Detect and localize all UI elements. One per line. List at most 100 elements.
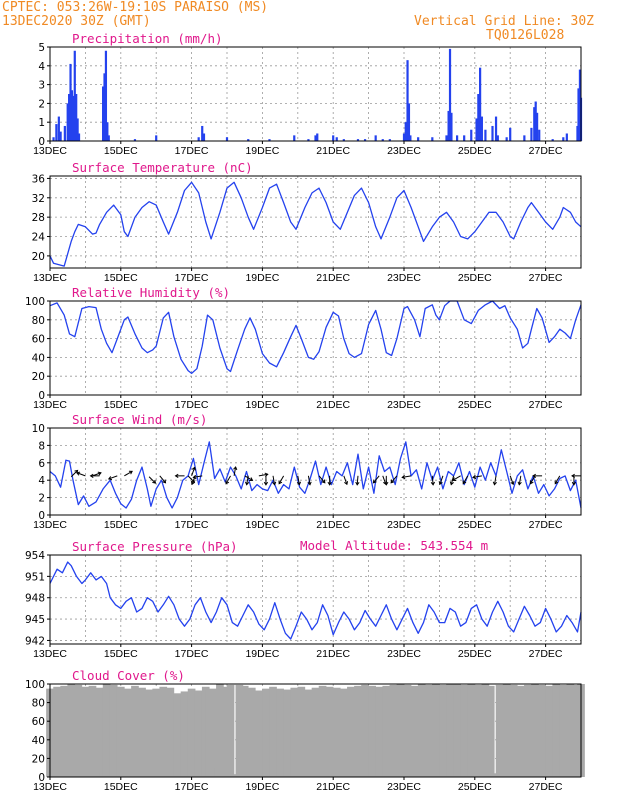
cloud-bar <box>389 684 398 777</box>
humidity-xtick-label: 25DEC <box>458 399 492 411</box>
wind-arrow-head <box>296 481 302 486</box>
temperature-title: Surface Temperature (nC) <box>72 160 253 175</box>
temperature-ytick-label: 36 <box>32 173 46 185</box>
humidity-panel: 0 20 40 60 80 100 13DEC 15DEC 17DEC 19DEC 21DEC 23D… <box>25 285 582 411</box>
wind-arrow <box>244 475 254 481</box>
wind-arrow <box>438 475 444 486</box>
humidity-xtick-label: 17DEC <box>175 399 209 411</box>
wind-arrow-shaft <box>76 472 86 477</box>
wind-arrow-head <box>452 477 457 481</box>
precipitation-ytick-label: 4 <box>38 61 45 73</box>
precip-bar <box>201 125 204 141</box>
wind-arrow <box>92 471 102 477</box>
cloud-bar <box>173 693 182 777</box>
wind-arrow-shaft <box>554 475 561 484</box>
wind-arrow-head <box>128 470 133 475</box>
precip-bar <box>509 127 512 141</box>
wind-arrow-head <box>263 481 269 486</box>
pressure-xtick-label: 19DEC <box>245 648 279 660</box>
precip-bar <box>577 88 580 141</box>
pressure-frame <box>49 554 582 645</box>
cloud-bar <box>88 685 97 777</box>
cloud-bar <box>318 685 327 777</box>
precip-bar <box>381 139 384 141</box>
wind-arrow <box>327 475 332 486</box>
precip-bar <box>102 86 105 141</box>
cloud-cover-xtick-label: 27DEC <box>529 781 563 793</box>
temperature-ytick-label: 20 <box>32 251 45 263</box>
precipitation-xtick-label: 23DEC <box>387 145 421 157</box>
precip-bar <box>77 133 81 141</box>
wind-arrow <box>278 475 285 485</box>
wind-xtick-label: 27DEC <box>529 519 563 531</box>
pressure-xtick-label: 17DEC <box>175 648 209 660</box>
wind-arrow-head <box>190 481 195 486</box>
cloud-bar <box>486 685 495 777</box>
cloud-bar <box>538 684 546 777</box>
precip-bar <box>538 129 541 141</box>
wind-arrow <box>390 475 398 484</box>
cloud-bar <box>269 686 277 777</box>
wind-arrow-head <box>76 471 81 476</box>
cloud-bar <box>138 687 146 777</box>
cloud-bar <box>304 689 313 777</box>
precip-bar <box>316 133 319 141</box>
humidity-ytick-label: 60 <box>32 334 45 346</box>
humidity-xtick-label: 21DEC <box>316 399 350 411</box>
wind-arrow-head <box>327 481 332 486</box>
wind-arrow-head <box>510 481 515 486</box>
precip-bar <box>374 135 377 141</box>
cloud-bar <box>509 684 518 777</box>
precip-bar <box>104 50 108 142</box>
temperature-xtick-label: 13DEC <box>33 272 67 284</box>
cloud-bar <box>403 684 412 777</box>
wind-arrow-head <box>492 481 498 486</box>
cloud-bar <box>481 684 490 777</box>
cloud-bar <box>453 684 461 777</box>
precip-bar <box>73 50 76 142</box>
cloud-bar <box>216 684 224 777</box>
pressure-series-line <box>49 561 582 640</box>
wind-arrow-head <box>571 473 575 478</box>
humidity-xtick-label: 19DEC <box>245 399 279 411</box>
wind-arrow-shaft <box>297 475 300 485</box>
wind-arrow <box>532 473 543 478</box>
cloud-bar <box>290 687 299 777</box>
wind-xtick-label: 23DEC <box>387 519 421 531</box>
cloud-bar <box>467 684 476 777</box>
precipitation-xtick-label: 27DEC <box>529 145 563 157</box>
precip-bar <box>155 135 158 141</box>
wind-arrow <box>233 466 238 476</box>
wind-arrow-head <box>89 473 94 478</box>
wind-arrow <box>263 475 269 486</box>
wind-arrow <box>384 475 389 486</box>
precip-bar <box>463 135 466 141</box>
wind-arrow <box>191 466 196 477</box>
temperature-xtick-label: 17DEC <box>175 272 209 284</box>
precip-bar <box>450 112 453 141</box>
wind-arrow-shaft <box>108 475 118 480</box>
pressure-xtick-label: 21DEC <box>316 648 350 660</box>
cloud-bar <box>432 684 440 777</box>
precip-bar <box>407 103 411 141</box>
wind-xtick-label: 19DEC <box>245 519 279 531</box>
cloud-bar <box>375 686 384 777</box>
wind-arrow <box>401 474 412 480</box>
precip-bar <box>534 101 537 141</box>
precip-bar <box>57 116 60 141</box>
cloud-bar <box>382 685 391 777</box>
cloud-bar <box>180 691 189 777</box>
humidity-ytick-label: 0 <box>38 390 45 402</box>
wind-arrow-shaft <box>472 475 482 478</box>
precip-bar <box>335 137 338 141</box>
pressure-ytick-label: 942 <box>25 635 45 647</box>
wind-arrow-head <box>307 481 312 486</box>
wind-arrow-head <box>384 481 389 486</box>
temperature-ytick-label: 32 <box>32 193 45 205</box>
wind-arrow-shaft <box>191 467 196 477</box>
wind-arrow-head <box>462 480 467 485</box>
temperature-xtick-label: 15DEC <box>104 272 138 284</box>
cloud-bar <box>417 684 426 777</box>
wind-arrow <box>372 475 380 484</box>
